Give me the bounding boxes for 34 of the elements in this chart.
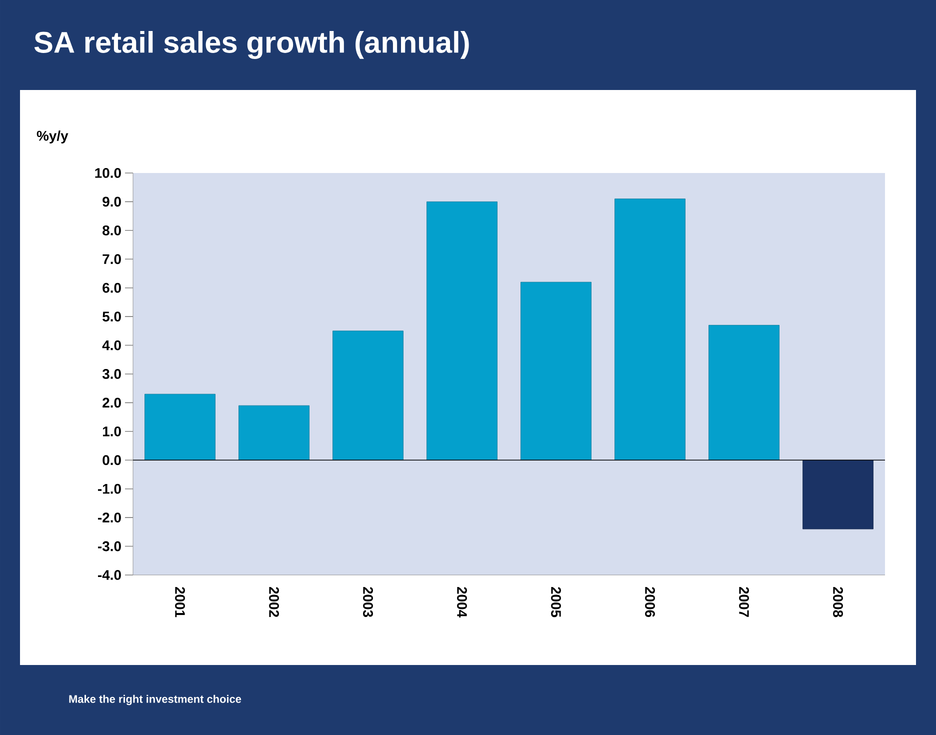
y-tick-label: 2.0	[102, 398, 121, 408]
x-tick-label: 2001	[175, 586, 185, 618]
x-tick-label: 2002	[269, 586, 279, 617]
y-tick-label: 9.0	[102, 196, 121, 207]
bar	[144, 394, 216, 460]
x-tick-label: 2006	[645, 586, 655, 618]
bar	[238, 405, 310, 460]
y-axis-title: %y/y	[36, 130, 68, 144]
bar	[332, 330, 404, 460]
y-tick-label: -2.0	[98, 512, 121, 522]
chart-title: SA retail sales growth (annual)	[34, 30, 469, 59]
y-tick-label: 4.0	[102, 340, 121, 350]
bar	[426, 202, 498, 460]
y-tick-label: 3.0	[102, 369, 121, 379]
y-tick-label: -1.0	[98, 484, 121, 494]
bar	[520, 282, 592, 460]
y-tick-label: -3.0	[98, 541, 121, 552]
y-tick-label: 0.0	[102, 455, 121, 466]
y-tick-label: 1.0	[102, 426, 121, 436]
x-tick-label: 2005	[551, 586, 561, 618]
y-tick-label: 5.0	[102, 312, 121, 322]
x-tick-label: 2004	[457, 586, 467, 618]
x-tick-label: 2008	[833, 586, 843, 618]
y-tick-label: 6.0	[102, 282, 121, 293]
y-tick-label: 8.0	[102, 225, 121, 236]
y-tick-label: 10.0	[95, 168, 121, 178]
x-tick-label: 2003	[363, 586, 373, 618]
text: Make the right investment choice	[69, 694, 242, 706]
x-tick-label: 2007	[739, 586, 749, 617]
bar	[708, 324, 780, 460]
y-tick-label: -4.0	[98, 570, 121, 580]
bar	[614, 198, 686, 460]
y-tick-label: 7.0	[102, 254, 121, 264]
bar	[802, 460, 874, 530]
